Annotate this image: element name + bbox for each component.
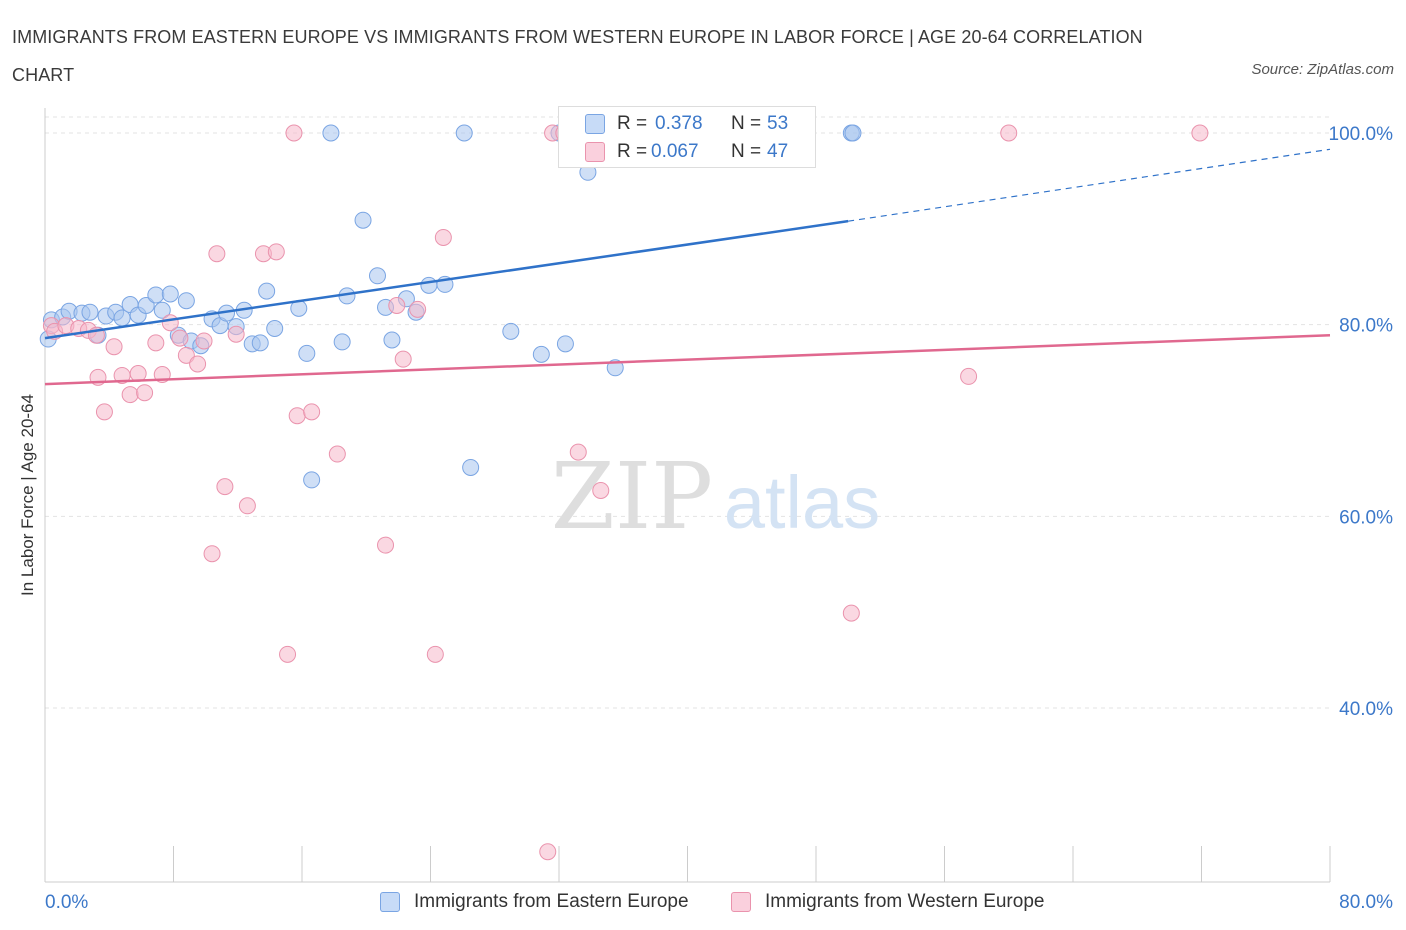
watermark: ZIP atlas [551, 443, 880, 550]
trend-line-western [44, 333, 1331, 386]
legend-r-value: 0.378 [655, 113, 703, 134]
point-western [136, 384, 154, 402]
x-tick-label: 0.0% [45, 892, 88, 913]
point-eastern [844, 124, 862, 142]
legend-n-label: N = [731, 141, 762, 162]
stats-legend: R = 0.378 N = 53 R = 0.067 N = 47 [558, 106, 816, 168]
point-western [285, 124, 303, 142]
watermark-atlas: atlas [724, 461, 880, 544]
point-western [1000, 124, 1018, 142]
bottom-legend-label-western: Immigrants from Western Europe [765, 891, 1045, 912]
point-eastern [298, 344, 316, 362]
point-western [189, 355, 207, 373]
bottom-legend-swatch-western [731, 892, 751, 912]
point-western [569, 443, 587, 461]
point-eastern [333, 333, 351, 351]
point-eastern [177, 292, 195, 310]
point-western [279, 645, 297, 663]
point-western [1191, 124, 1209, 142]
legend-r-label: R = [617, 113, 648, 134]
y-tick-label: 40.0% [1339, 699, 1393, 720]
point-eastern [81, 303, 99, 321]
point-western [121, 386, 139, 404]
point-western [426, 645, 444, 663]
point-western [539, 843, 557, 861]
point-western [842, 604, 860, 622]
point-western [388, 297, 406, 314]
point-eastern [455, 124, 473, 142]
trend-line-eastern [44, 219, 849, 340]
point-western [267, 243, 285, 261]
point-western [227, 325, 245, 343]
point-western [409, 300, 427, 318]
point-eastern [420, 276, 438, 294]
point-eastern [556, 335, 574, 353]
point-western [105, 338, 123, 356]
y-tick-label: 80.0% [1339, 316, 1393, 337]
point-western [161, 314, 179, 332]
point-eastern [153, 301, 171, 319]
point-eastern [322, 124, 340, 142]
legend-r-value: 0.067 [651, 141, 699, 162]
point-eastern [303, 471, 321, 489]
point-eastern [354, 211, 372, 229]
y-tick-label: 100.0% [1329, 124, 1394, 145]
watermark-zip: ZIP [551, 443, 713, 550]
point-eastern [251, 334, 269, 352]
point-western [238, 497, 256, 515]
point-eastern [502, 322, 520, 340]
point-eastern [368, 267, 386, 285]
point-western [171, 329, 189, 347]
tick-labels: 100.0% 80.0% 60.0% 40.0% 0.0% 80.0% [45, 124, 1393, 913]
trend-line-eastern-projection [848, 148, 1331, 222]
point-western [303, 403, 321, 421]
point-eastern [258, 282, 276, 300]
point-western [328, 445, 346, 463]
point-western [592, 481, 610, 499]
source-label: Source: ZipAtlas.com [1251, 61, 1394, 78]
chart-title: IMMIGRANTS FROM EASTERN EUROPE VS IMMIGR… [12, 27, 1143, 85]
point-western [195, 332, 213, 350]
y-tick-label: 60.0% [1339, 507, 1393, 528]
point-western [434, 228, 452, 246]
point-western [177, 346, 195, 364]
bottom-legend-label-eastern: Immigrants from Eastern Europe [414, 891, 689, 912]
point-western [95, 403, 113, 421]
point-western [288, 407, 306, 425]
trend-lines [44, 148, 1331, 386]
point-eastern [462, 458, 480, 476]
point-eastern [266, 320, 284, 337]
legend-swatch-eastern [585, 114, 605, 134]
point-eastern [161, 285, 179, 303]
legend-swatch-western [585, 142, 605, 162]
legend-n-value: 53 [767, 113, 789, 134]
axes [44, 108, 1331, 883]
legend-n-label: N = [731, 113, 762, 134]
point-western [208, 245, 226, 263]
legend-n-value: 47 [767, 141, 789, 162]
point-eastern [147, 286, 165, 304]
x-tick-label: 80.0% [1339, 892, 1393, 913]
bottom-legend-swatch-eastern [380, 892, 400, 912]
point-eastern [383, 331, 401, 349]
point-western [216, 478, 234, 496]
point-eastern [532, 345, 550, 363]
data-points [39, 124, 1209, 861]
point-western [960, 367, 978, 385]
gridlines [45, 116, 1330, 709]
point-western [203, 545, 221, 563]
point-western [147, 334, 165, 352]
legend-r-label: R = [617, 141, 648, 162]
point-western [377, 536, 395, 554]
point-eastern [137, 297, 155, 314]
point-western [394, 350, 412, 368]
